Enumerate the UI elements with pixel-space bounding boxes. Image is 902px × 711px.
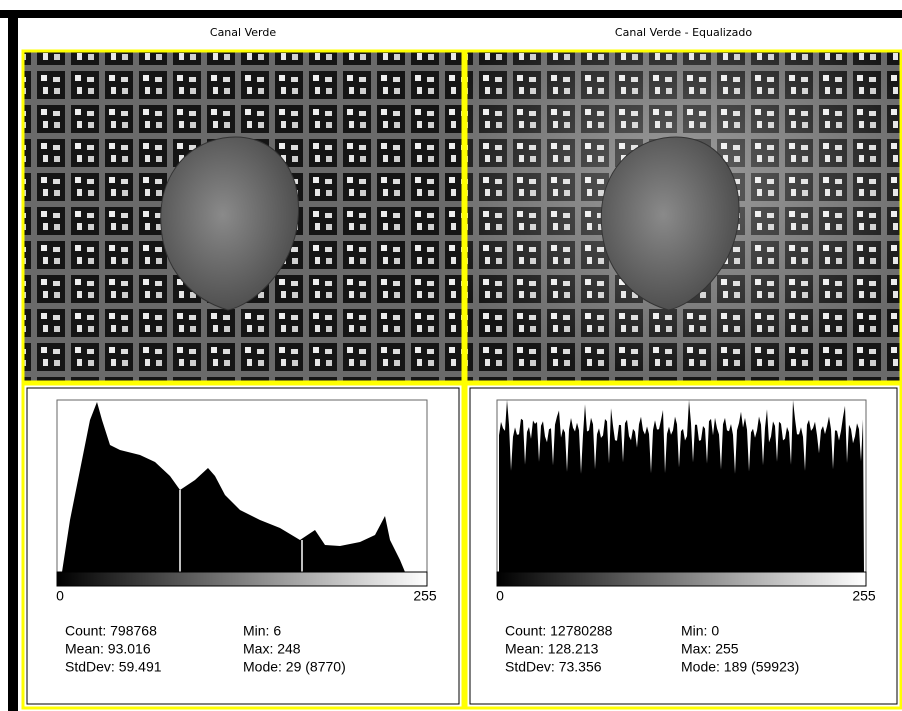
- frame-top: [0, 10, 902, 18]
- stat-text: Max: 255: [681, 641, 739, 657]
- figure: Canal Verde 0 255 Count: 798768 Min: 6 Mean: …: [0, 0, 902, 711]
- gray-ramp: [497, 572, 866, 586]
- stat-text: Min: 6: [243, 623, 281, 639]
- stat-text: Max: 248: [243, 641, 301, 657]
- panel-title: Canal Verde - Equalizado: [615, 26, 752, 39]
- gray-ramp: [57, 572, 427, 586]
- stat-text: Count: 798768: [65, 623, 157, 639]
- stat-text: StdDev: 73.356: [505, 659, 602, 675]
- axis-min-label: 0: [56, 588, 64, 604]
- stat-text: Mean: 93.016: [65, 641, 151, 657]
- frame-left: [8, 10, 18, 711]
- stat-text: Count: 12780288: [505, 623, 613, 639]
- axis-min-label: 0: [496, 588, 504, 604]
- stat-text: Min: 0: [681, 623, 719, 639]
- stat-text: Mean: 128.213: [505, 641, 599, 657]
- stat-text: Mode: 29 (8770): [243, 659, 346, 675]
- panel-title: Canal Verde: [210, 26, 276, 39]
- panels: Canal Verde 0 255 Count: 798768 Min: 6 Mean: …: [23, 26, 901, 708]
- axis-max-label: 255: [852, 588, 876, 604]
- stat-text: Mode: 189 (59923): [681, 659, 799, 675]
- axis-max-label: 255: [413, 588, 437, 604]
- stat-text: StdDev: 59.491: [65, 659, 162, 675]
